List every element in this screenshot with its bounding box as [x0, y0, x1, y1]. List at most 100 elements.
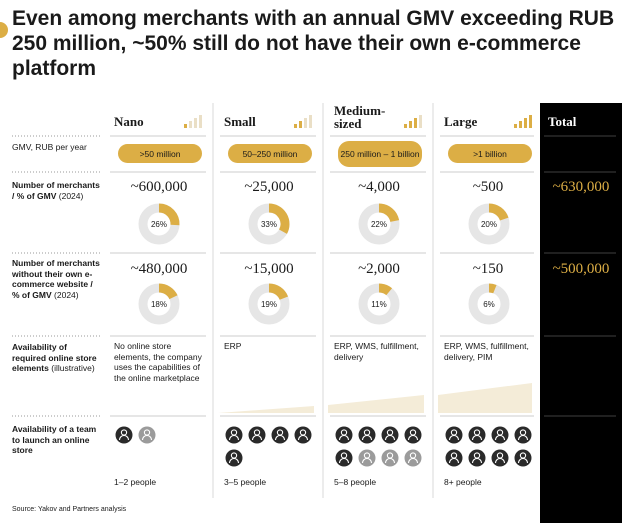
- column-header: Small: [224, 114, 256, 129]
- illustrative-wedge: [438, 383, 532, 413]
- row-label-note: (illustrative): [51, 363, 95, 373]
- merchant-count: ~150: [472, 261, 504, 277]
- level-icon-bar: [184, 124, 187, 128]
- level-icon-bar: [294, 124, 297, 128]
- person-body: [448, 434, 460, 441]
- row-label: Number of merchants without their own e-…: [12, 258, 102, 300]
- row-label-note: (2024): [54, 289, 79, 300]
- donut-segment: [158, 203, 180, 226]
- illustrative-wedge: [218, 406, 314, 413]
- level-icon-bar: [419, 115, 422, 128]
- merchant-count: ~480,000: [130, 261, 188, 277]
- person-body: [517, 457, 529, 464]
- person-body: [407, 457, 419, 464]
- row-label: Availability of required online store el…: [12, 342, 102, 374]
- gmv-pill: >50 million: [118, 144, 202, 163]
- store-elements: ERP, WMS, fulfillment, delivery: [334, 341, 419, 362]
- title-marker: [0, 22, 8, 38]
- level-icon-bar: [194, 118, 197, 128]
- store-elements: ERP, WMS, fulfillment, delivery, PIM: [444, 341, 529, 362]
- level-icon-bar: [404, 124, 407, 128]
- merchant-count: ~500: [472, 179, 504, 195]
- level-icon-bar: [199, 115, 202, 128]
- person-body: [338, 434, 350, 441]
- row-label: GMV, RUB per year: [12, 142, 102, 153]
- row-label-note: (2024): [58, 190, 84, 201]
- merchant-count: ~2,000: [358, 261, 400, 277]
- team-size: 1–2 people: [114, 477, 157, 487]
- donut-label: 22%: [371, 220, 387, 229]
- person-body: [361, 434, 373, 441]
- row-label-text: GMV, RUB per year: [12, 142, 87, 152]
- illustrative-wedge: [328, 395, 424, 413]
- row-label: Availability of a team to launch an onli…: [12, 424, 102, 456]
- person-body: [471, 434, 483, 441]
- donut-segment: [268, 283, 289, 301]
- donut-label: 18%: [151, 300, 167, 309]
- row-label-text: Number of merchants / % of GMV: [12, 180, 100, 201]
- team-size: 3–5 people: [224, 477, 267, 487]
- donut-label: 20%: [481, 220, 497, 229]
- person-body: [251, 434, 263, 441]
- level-icon-bar: [519, 121, 522, 128]
- level-icon-bar: [524, 118, 527, 128]
- donut-label: 19%: [261, 300, 277, 309]
- store-elements: No online store elements, the company us…: [114, 341, 202, 383]
- donut-label: 6%: [483, 300, 495, 309]
- person-body: [407, 434, 419, 441]
- person-body: [494, 434, 506, 441]
- person-body: [228, 457, 240, 464]
- gmv-pill: 50–250 million: [228, 144, 312, 163]
- merchant-count: ~25,000: [244, 179, 294, 195]
- donut-label: 33%: [261, 220, 277, 229]
- source: Source: Yakov and Partners analysis: [12, 506, 127, 513]
- person-body: [448, 457, 460, 464]
- column-header: Nano: [114, 114, 144, 129]
- title: Even among merchants with an annual GMV …: [12, 7, 615, 80]
- team-size: 8+ people: [444, 477, 482, 487]
- level-icon-bar: [529, 115, 532, 128]
- donut-label: 11%: [371, 300, 386, 309]
- person-body: [141, 434, 153, 441]
- merchant-count: ~500,000: [552, 261, 610, 277]
- level-icon-bar: [414, 118, 417, 128]
- donut-segment: [268, 203, 290, 234]
- person-body: [517, 434, 529, 441]
- donut-segment: [378, 203, 400, 223]
- column-header: Large: [444, 114, 478, 129]
- person-body: [338, 457, 350, 464]
- level-icon-bar: [299, 121, 302, 128]
- donut-segment: [488, 203, 509, 221]
- person-body: [297, 434, 309, 441]
- person-body: [384, 457, 396, 464]
- column-header: Total: [548, 114, 577, 129]
- level-icon-bar: [514, 124, 517, 128]
- level-icon-bar: [309, 115, 312, 128]
- donut-label: 26%: [151, 220, 167, 229]
- person-body: [361, 457, 373, 464]
- row-label-text: Availability of a team to launch an onli…: [12, 424, 97, 455]
- store-elements: ERP: [224, 341, 242, 351]
- person-body: [118, 434, 130, 441]
- level-icon-bar: [189, 121, 192, 128]
- gmv-pill: 250 million – 1 billion: [338, 141, 422, 167]
- person-body: [471, 457, 483, 464]
- merchant-count: ~4,000: [358, 179, 400, 195]
- row-label-text: Availability of required online store el…: [12, 342, 97, 373]
- merchant-count: ~600,000: [130, 179, 188, 195]
- donut-segment: [378, 283, 393, 296]
- merchant-count: ~15,000: [244, 261, 294, 277]
- total-column: [540, 103, 622, 523]
- donut-segment: [488, 283, 497, 294]
- column-header: Medium-sized: [334, 103, 386, 131]
- donut-segment: [158, 283, 178, 300]
- row-label-text: Number of merchants without their own e-…: [12, 258, 100, 300]
- merchant-count: ~630,000: [552, 179, 610, 195]
- person-body: [494, 457, 506, 464]
- level-icon-bar: [304, 118, 307, 128]
- team-size: 5–8 people: [334, 477, 377, 487]
- level-icon-bar: [409, 121, 412, 128]
- row-label: Number of merchants / % of GMV (2024): [12, 180, 102, 201]
